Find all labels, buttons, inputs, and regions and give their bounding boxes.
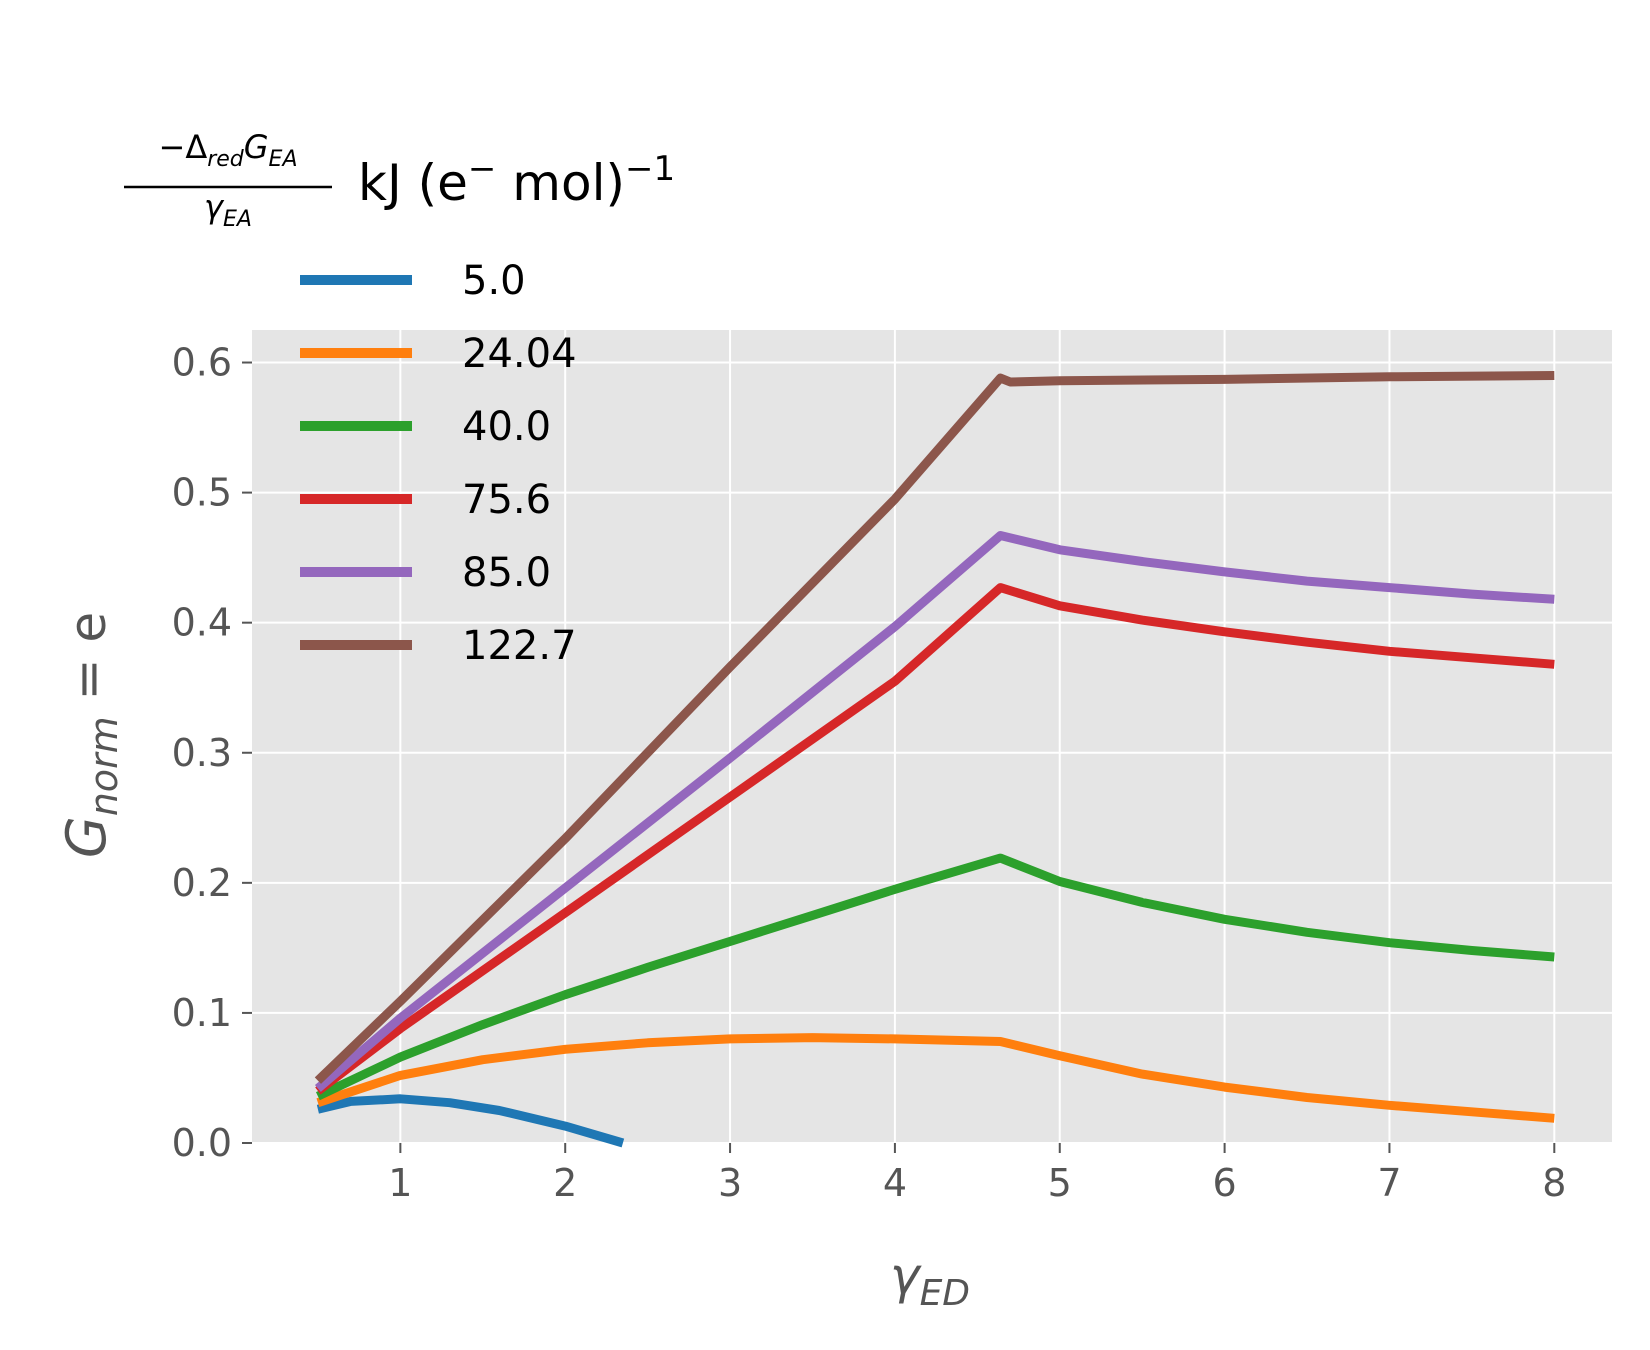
legend-title-denominator: γEA [204, 188, 252, 232]
x-tick-label: 7 [1377, 1161, 1401, 1205]
x-tick-label: 5 [1048, 1161, 1072, 1205]
legend-label: 5.0 [462, 258, 526, 304]
x-tick-label: 1 [388, 1161, 412, 1205]
legend-label: 85.0 [462, 550, 551, 596]
series-lines [314, 371, 1555, 1148]
x-tick-label: 8 [1542, 1161, 1566, 1205]
x-axis-label-sub: ED [920, 1273, 970, 1314]
y-axis-label-sub: norm [82, 716, 126, 816]
x-tick-label: 6 [1213, 1161, 1237, 1205]
legend: 5.0 24.04 40.0 75.6 85.0 122.7 [300, 258, 577, 669]
series-line-40-0 [315, 853, 1555, 1101]
y-axis-label-main: G [55, 816, 118, 858]
y-tick-label: 0.5 [172, 471, 232, 515]
series-line-75-6 [315, 583, 1555, 1095]
y-tick-label: 0.6 [172, 341, 232, 385]
plot-background [252, 330, 1612, 1143]
series-line-24-04 [316, 1033, 1555, 1123]
series-line-5-0 [316, 1094, 625, 1148]
legend-title: −ΔredGEA γEA kJ (e− mol)−1 [124, 128, 675, 232]
series-line-122-7 [314, 371, 1555, 1084]
x-axis-label-main: γ [890, 1247, 922, 1305]
legend-title-numerator: −ΔredGEA [159, 128, 298, 172]
y-tick-label: 0.3 [172, 731, 232, 775]
y-axis-label: Gnorm = e [55, 612, 126, 858]
y-tick-label: 0.1 [172, 991, 232, 1035]
legend-title-units: kJ (e− mol)−1 [358, 149, 675, 212]
legend-label: 122.7 [462, 623, 577, 669]
x-tick-label: 2 [553, 1161, 577, 1205]
x-axis-label: γED [890, 1247, 970, 1314]
axis-ticks: 1 2 3 4 5 6 7 8 0.0 0.1 0.2 0.3 0.4 0.5 0.6 [172, 341, 1567, 1205]
y-tick-label: 0.2 [172, 861, 232, 905]
y-axis-label-suffix: = e [59, 612, 117, 716]
legend-label: 75.6 [462, 477, 551, 523]
series-line-85-0 [314, 531, 1555, 1092]
y-tick-label: 0.4 [172, 601, 232, 645]
y-tick-label: 0.0 [172, 1121, 232, 1165]
x-tick-label: 4 [883, 1161, 907, 1205]
legend-label: 24.04 [462, 331, 577, 377]
x-tick-label: 3 [718, 1161, 742, 1205]
legend-label: 40.0 [462, 404, 551, 450]
